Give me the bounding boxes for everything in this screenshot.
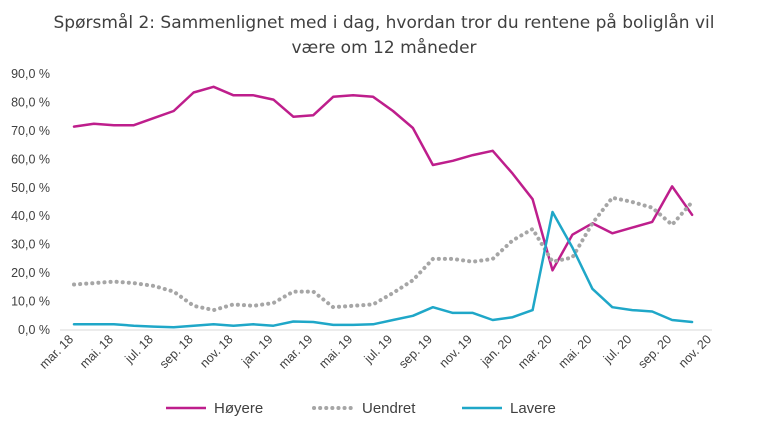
x-tick-label: sep. 19	[396, 332, 435, 371]
y-tick-label: 0,0 %	[18, 323, 50, 337]
x-tick-label: mai. 19	[316, 332, 355, 371]
series-line-2	[72, 195, 695, 313]
series-line-1	[72, 85, 694, 272]
y-tick-label: 50,0 %	[11, 181, 50, 195]
x-tick-label: mar. 19	[276, 332, 315, 371]
series-layer	[72, 85, 695, 329]
y-tick-label: 90,0 %	[11, 67, 50, 81]
legend-label-1: Høyere	[214, 400, 263, 417]
series-line-3	[72, 210, 694, 329]
x-tick-label: jul. 20	[600, 332, 634, 366]
x-tick-label: nov. 18	[197, 332, 235, 370]
y-tick-label: 40,0 %	[11, 209, 50, 223]
x-tick-label: nov. 19	[437, 332, 475, 370]
legend-label-2: Uendret	[362, 400, 416, 417]
y-tick-label: 80,0 %	[11, 95, 50, 109]
y-tick-label: 20,0 %	[11, 266, 50, 280]
y-tick-label: 60,0 %	[11, 152, 50, 166]
x-axis-ticks: mar. 18 mai. 18 jul. 18 sep. 18 nov. 18 jan. …	[37, 332, 714, 371]
chart-title-line-1: Spørsmål 2: Sammenlignet med i dag, hvor…	[54, 12, 715, 33]
y-tick-label: 70,0 %	[11, 124, 50, 138]
x-tick-label: sep. 20	[635, 332, 674, 371]
x-tick-label: jan. 19	[238, 332, 275, 369]
y-tick-label: 30,0 %	[11, 238, 50, 252]
chart-title-line-2: være om 12 måneder	[291, 37, 476, 58]
y-axis-ticks: 0,0 % 10,0 % 20,0 % 30,0 % 40,0 % 50,0 % 60,0 …	[11, 67, 50, 337]
x-tick-label: mar. 20	[515, 332, 554, 371]
x-tick-label: mai. 18	[77, 332, 116, 371]
x-tick-label: mai. 20	[556, 332, 595, 371]
x-tick-label: jul. 18	[122, 332, 156, 366]
x-tick-label: jan. 20	[478, 332, 515, 369]
y-tick-label: 10,0 %	[11, 295, 50, 309]
x-tick-label: mar. 18	[37, 332, 76, 371]
x-tick-label: sep. 18	[157, 332, 196, 371]
legend: Høyere Uendret Lavere	[166, 400, 556, 417]
x-tick-label: jul. 19	[361, 332, 395, 366]
x-tick-label: nov. 20	[676, 332, 714, 370]
legend-label-3: Lavere	[510, 400, 556, 417]
